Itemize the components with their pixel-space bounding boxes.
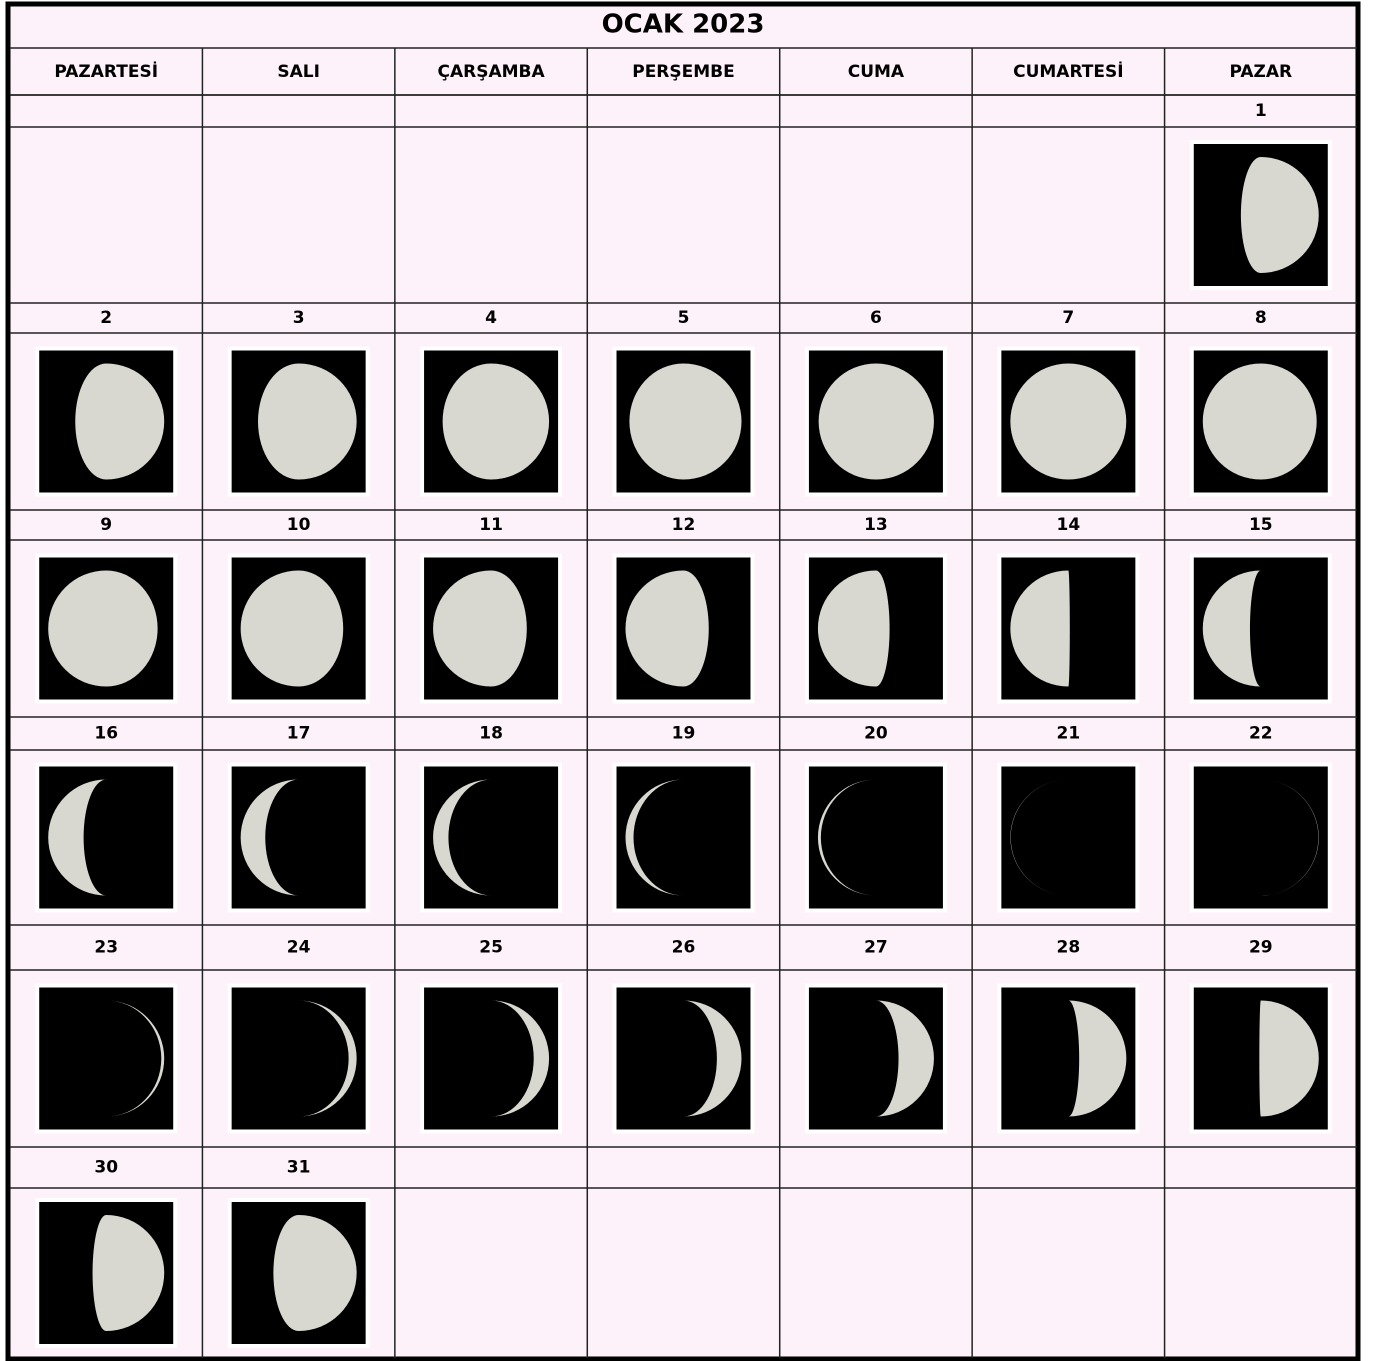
calendar-title: OCAK 2023 (602, 10, 765, 40)
day-number: 11 (479, 515, 503, 535)
moon (875, 1000, 934, 1117)
day-number: 21 (1057, 724, 1081, 744)
moon (48, 779, 107, 896)
moon (298, 1000, 357, 1117)
moon-sky (808, 766, 943, 909)
day-number: 24 (287, 938, 311, 958)
day-number: 7 (1062, 308, 1074, 328)
day-number: 29 (1249, 938, 1273, 958)
weekday-header: PAZAR (1229, 62, 1292, 82)
weekday-header: PAZARTESİ (54, 60, 158, 82)
moon (442, 363, 550, 480)
moon (75, 363, 165, 480)
day-number: 10 (287, 515, 311, 535)
weekday-header: ÇARŞAMBA (437, 62, 545, 82)
day-number: 31 (287, 1158, 311, 1178)
weekday-header: SALI (277, 62, 320, 82)
day-number: 13 (864, 515, 888, 535)
moon (258, 363, 357, 480)
moon (1259, 1000, 1319, 1117)
moon (433, 779, 492, 896)
moon-sky (1193, 766, 1328, 909)
day-number: 3 (293, 308, 305, 328)
day-number: 19 (672, 724, 696, 744)
moon (273, 1215, 357, 1331)
day-number: 9 (100, 515, 112, 535)
day-number: 12 (672, 515, 696, 535)
moon (1202, 363, 1317, 480)
moon (48, 570, 158, 687)
day-number: 26 (672, 938, 696, 958)
moon (817, 570, 890, 687)
day-number: 22 (1249, 724, 1273, 744)
moon (240, 570, 344, 687)
moon (818, 363, 934, 480)
moon-sky (231, 987, 366, 1130)
day-number: 30 (94, 1158, 118, 1178)
day-number: 14 (1057, 515, 1081, 535)
day-number: 5 (678, 308, 690, 328)
day-number: 2 (100, 308, 112, 328)
day-number: 16 (94, 724, 118, 744)
day-number: 20 (864, 724, 888, 744)
day-number: 6 (870, 308, 882, 328)
moon (1010, 363, 1127, 480)
moon-sky (616, 766, 751, 909)
moon (1010, 570, 1070, 687)
moon (629, 363, 742, 480)
day-number: 18 (479, 724, 503, 744)
moon (240, 779, 299, 896)
weekday-header: CUMARTESİ (1013, 60, 1123, 82)
moon (433, 570, 527, 687)
moon-sky (1001, 766, 1136, 909)
day-number: 17 (287, 724, 311, 744)
moon (625, 570, 709, 687)
day-number: 8 (1255, 308, 1267, 328)
moon (1240, 157, 1319, 273)
moon (491, 1000, 550, 1117)
day-number: 15 (1249, 515, 1273, 535)
day-number: 28 (1057, 938, 1081, 958)
day-number: 25 (479, 938, 503, 958)
day-number: 23 (94, 938, 118, 958)
day-number: 4 (485, 308, 497, 328)
weekday-header: PERŞEMBE (632, 62, 735, 82)
moon (1202, 570, 1261, 687)
moon (683, 1000, 742, 1117)
moon (1068, 1000, 1127, 1117)
day-number: 27 (864, 938, 888, 958)
moon (92, 1215, 165, 1331)
day-number: 1 (1255, 101, 1267, 121)
moon (625, 779, 684, 896)
weekday-header: CUMA (848, 62, 905, 82)
moon-sky (39, 987, 174, 1130)
